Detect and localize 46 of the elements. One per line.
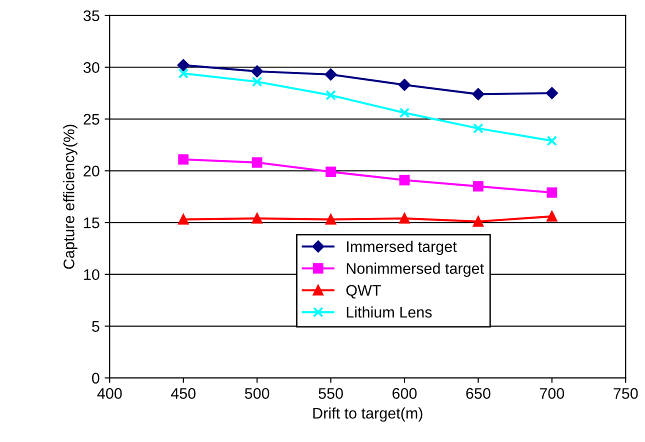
x-tick-label: 650 [466, 388, 490, 399]
point [546, 211, 558, 222]
legend-label: QWT [346, 284, 381, 299]
point [252, 76, 262, 87]
y-tick-label: 0 [92, 372, 100, 384]
x-tick-label: 700 [540, 388, 564, 399]
point [177, 59, 190, 72]
point [546, 87, 558, 100]
point [473, 181, 484, 192]
x-tick-label: 500 [244, 388, 270, 399]
point [178, 214, 189, 225]
legend-label: Lithium Lens [346, 306, 432, 318]
point [324, 68, 337, 80]
point [326, 214, 336, 225]
y-tick-label: 35 [84, 10, 100, 22]
legend-label: Immersed target [347, 240, 457, 256]
point [399, 108, 410, 118]
x-axis-title: Drift to target(m) [313, 407, 422, 422]
y-tick-label: 25 [84, 114, 100, 125]
x-tick-label: 400 [97, 388, 122, 399]
point [546, 187, 558, 198]
point [178, 154, 189, 165]
point [546, 136, 558, 146]
legend-label: Nonimmersed target [346, 262, 484, 277]
point [326, 90, 336, 100]
point [398, 78, 410, 91]
x-tick-label: 750 [614, 388, 638, 399]
point [251, 65, 264, 78]
point [399, 213, 410, 224]
point [472, 88, 484, 100]
point [326, 166, 336, 178]
y-tick-label: 15 [84, 218, 100, 228]
y-tick-label: 30 [84, 62, 100, 73]
point [473, 216, 484, 227]
x-tick-label: 550 [318, 388, 343, 399]
y-tick-label: 20 [84, 166, 100, 176]
x-tick-label: 450 [170, 388, 196, 399]
y-tick-label: 5 [92, 321, 100, 332]
point [178, 68, 189, 79]
point [473, 123, 484, 134]
point [399, 174, 410, 186]
y-axis-title: Capture efficiency(%) [63, 124, 78, 269]
point [252, 157, 262, 168]
y-tick-label: 10 [84, 269, 100, 280]
point [252, 213, 262, 224]
x-tick-label: 600 [392, 388, 417, 399]
